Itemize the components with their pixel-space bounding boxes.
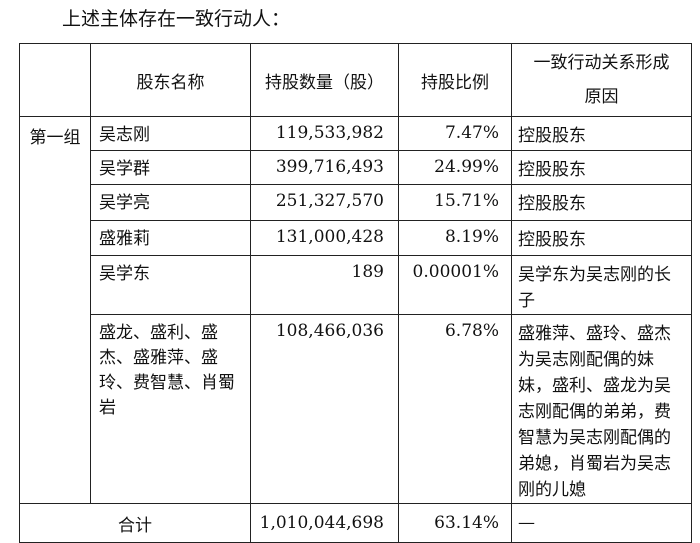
share-ratio: 6.78% — [398, 314, 512, 504]
relationship-reason: 控股股东 — [511, 220, 692, 256]
header-shareholder-name: 股东名称 — [90, 43, 251, 117]
table-row: 第一组 吴志刚 119,533,982 7.47% 控股股东 — [19, 116, 692, 504]
relationship-reason: 盛雅萍、盛玲、盛杰为吴志刚配偶的妹妹，盛利、盛龙为吴志刚配偶的弟弟，费智慧为吴志… — [511, 314, 692, 504]
shareholder-name: 吴学亮 — [90, 184, 251, 221]
share-count: 399,716,493 — [250, 150, 399, 185]
shareholder-name: 吴学群 — [90, 150, 251, 185]
table-row: 盛龙、盛利、盛杰、盛雅萍、盛玲、费智慧、肖蜀岩 108,466,036 6.78… — [20, 314, 692, 504]
share-ratio: 0.00001% — [398, 255, 512, 315]
intro-text: 上述主体存在一致行动人： — [62, 8, 291, 30]
table-row: 盛雅莉 131,000,428 8.19% 控股股东 — [20, 220, 692, 256]
share-count: 119,533,982 — [250, 116, 399, 151]
shareholder-name: 盛龙、盛利、盛杰、盛雅萍、盛玲、费智慧、肖蜀岩 — [90, 314, 251, 504]
relationship-reason: 控股股东 — [511, 116, 692, 151]
table-row: 吴学东 189 0.00001% 吴学东为吴志刚的长子 — [20, 255, 692, 315]
relationship-reason: 控股股东 — [511, 150, 692, 185]
total-label: 合计 — [19, 503, 251, 543]
header-share-count: 持股数量（股） — [250, 43, 399, 117]
relationship-reason: 控股股东 — [511, 184, 692, 221]
share-ratio: 7.47% — [398, 116, 512, 151]
total-row: 合计 1,010,044,698 63.14% — — [19, 503, 692, 543]
total-share-count: 1,010,044,698 — [250, 503, 399, 543]
share-ratio: 8.19% — [398, 220, 512, 256]
table-row: 吴学亮 251,327,570 15.71% 控股股东 — [20, 184, 692, 221]
share-count: 108,466,036 — [250, 314, 399, 504]
header-empty-cell — [19, 43, 91, 117]
document-page: 上述主体存在一致行动人： 股东名称 持股数量（股） 持股比例 一致行动关系形成 … — [19, 8, 692, 543]
relationship-reason: 吴学东为吴志刚的长子 — [511, 255, 692, 315]
header-share-ratio: 持股比例 — [398, 43, 512, 117]
share-count: 251,327,570 — [250, 184, 399, 221]
header-relationship-reason: 一致行动关系形成 原因 — [511, 43, 692, 117]
table-row: 吴学群 399,716,493 24.99% 控股股东 — [20, 150, 692, 185]
concert-parties-table: 股东名称 持股数量（股） 持股比例 一致行动关系形成 原因 第一组 吴志刚 11… — [19, 43, 692, 543]
share-count: 189 — [250, 255, 399, 315]
share-count: 131,000,428 — [250, 220, 399, 256]
share-ratio: 15.71% — [398, 184, 512, 221]
header-reason-line2: 原因 — [584, 87, 619, 107]
share-ratio: 24.99% — [398, 150, 512, 185]
total-reason: — — [511, 503, 692, 543]
shareholder-name: 盛雅莉 — [90, 220, 251, 256]
group-label: 第一组 — [19, 116, 91, 504]
table-header-row: 股东名称 持股数量（股） 持股比例 一致行动关系形成 原因 — [19, 43, 692, 117]
shareholder-name: 吴学东 — [90, 255, 251, 315]
shareholder-name: 吴志刚 — [90, 116, 251, 151]
total-share-ratio: 63.14% — [398, 503, 512, 543]
header-reason-line1: 一致行动关系形成 — [533, 53, 670, 73]
